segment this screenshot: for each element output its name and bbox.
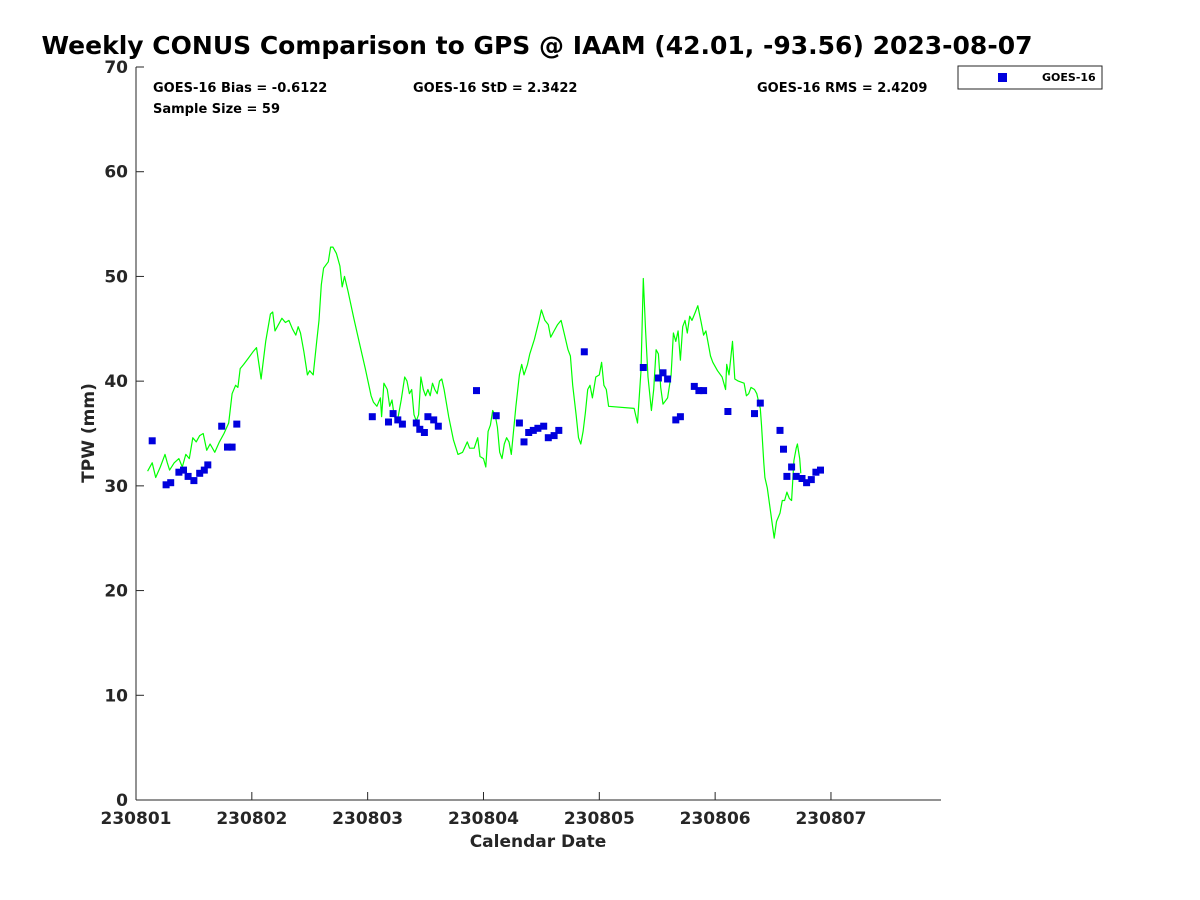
goes16-point (492, 412, 500, 420)
goes16-point (724, 408, 732, 415)
goes16-point (515, 419, 523, 427)
goes16-point (398, 420, 406, 428)
goes16-point (639, 364, 647, 371)
goes16-point (430, 416, 438, 424)
x-tick-label: 230806 (680, 809, 751, 829)
goes16-point (520, 438, 528, 446)
goes16-point (190, 477, 198, 485)
goes16-point (780, 445, 787, 453)
goes16-point (420, 429, 428, 436)
goes16-point (817, 466, 824, 474)
goes16-point (756, 399, 764, 407)
legend-goes16-marker (998, 73, 1007, 82)
y-tick-label: 50 (104, 267, 128, 287)
goes16-point (798, 475, 806, 482)
legend: GOES-16 (957, 65, 1103, 90)
goes16-point (659, 369, 667, 377)
goes16-point (812, 468, 820, 476)
goes16-point (534, 424, 542, 432)
y-tick-label: 70 (104, 58, 128, 78)
goes16-point (200, 466, 208, 474)
goes16-point (218, 422, 226, 430)
y-tick-label: 60 (104, 163, 128, 183)
x-axis-label: Calendar Date (470, 832, 607, 852)
goes16-point (424, 413, 432, 421)
goes16-point (788, 463, 796, 471)
goes16-point (783, 472, 791, 480)
goes16-point (184, 472, 192, 480)
y-axis-label: TPW (mm) (79, 383, 99, 483)
goes16-point (544, 434, 552, 442)
goes16-point (540, 422, 548, 430)
goes16-point (394, 416, 402, 424)
ticks: 0 10 20 30 40 50 60 70 230801 230802 230803 230804 2… (101, 58, 867, 829)
goes16-point (385, 418, 392, 426)
goes16-point (580, 348, 588, 356)
goes16-point (473, 387, 480, 395)
goes16-point (233, 420, 241, 428)
goes16-point (550, 432, 558, 440)
goes16-point (224, 443, 231, 451)
bias-stat: GOES-16 Bias = -0.6122 (153, 81, 327, 96)
goes16-point (672, 416, 680, 424)
sample-size-stat: Sample Size = 59 (153, 102, 280, 117)
x-tick-label: 230807 (795, 809, 866, 829)
chart-title: Weekly CONUS Comparison to GPS @ IAAM (4… (42, 31, 1033, 60)
goes16-point (654, 374, 662, 382)
goes16-point (175, 468, 183, 476)
goes16-series (148, 348, 824, 489)
y-tick-label: 10 (104, 686, 128, 706)
goes16-point (700, 387, 708, 395)
goes16-point (389, 410, 397, 418)
goes16-point (525, 429, 533, 436)
goes16-point (196, 469, 204, 477)
x-tick-label: 230801 (101, 809, 172, 829)
goes16-point (148, 437, 156, 445)
goes16-point (807, 476, 815, 484)
x-tick-label: 230802 (216, 809, 287, 829)
legend-box (957, 65, 1103, 90)
goes16-point (529, 426, 537, 434)
goes16-point (776, 426, 784, 434)
x-tick-label: 230803 (332, 809, 403, 829)
goes16-point (664, 375, 672, 383)
rms-stat: GOES-16 RMS = 2.4209 (757, 81, 927, 96)
goes16-point (803, 479, 811, 487)
goes16-point (180, 466, 187, 474)
goes16-point (792, 472, 800, 480)
goes16-point (690, 382, 698, 390)
y-tick-label: 30 (104, 477, 128, 497)
legend-goes16-label: GOES-16 (1042, 71, 1096, 84)
y-tick-label: 0 (116, 791, 128, 811)
goes16-point (555, 426, 563, 434)
axes (135, 67, 941, 801)
goes16-point (751, 410, 758, 418)
goes16-point (204, 461, 212, 469)
goes16-point (412, 419, 420, 427)
y-tick-label: 40 (104, 372, 128, 392)
goes16-point (676, 413, 684, 421)
y-tick-label: 20 (104, 582, 128, 602)
x-tick-label: 230805 (564, 809, 635, 829)
std-stat: GOES-16 StD = 2.3422 (413, 81, 577, 96)
goes16-point (695, 387, 703, 395)
goes16-point (416, 425, 424, 433)
goes16-point (162, 481, 170, 489)
goes16-point (368, 413, 376, 421)
x-tick-label: 230804 (448, 809, 519, 829)
goes16-point (167, 479, 175, 487)
goes16-point (434, 422, 442, 430)
goes16-point (228, 443, 236, 451)
